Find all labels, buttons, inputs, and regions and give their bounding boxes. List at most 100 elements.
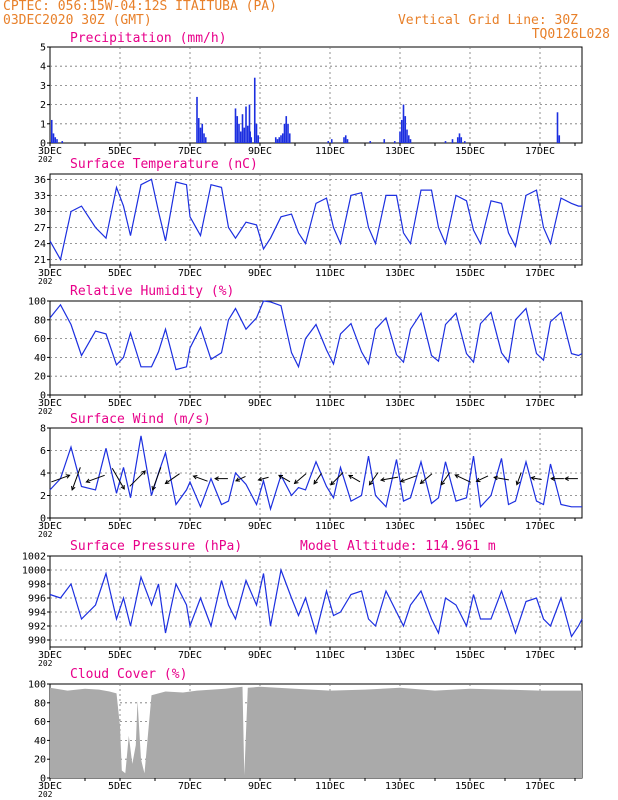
- precip-bar: [407, 135, 410, 143]
- x-tick-label: 3DEC: [38, 398, 62, 409]
- x-tick-label: 15DEC: [455, 398, 485, 409]
- x-tick-label: 11DEC: [315, 521, 345, 532]
- wind-arrowhead: [440, 480, 446, 486]
- precip-bar: [56, 139, 58, 143]
- series-line: [49, 435, 582, 512]
- precip-bar: [287, 123, 289, 143]
- precip-bar: [239, 131, 242, 143]
- y-tick-label: 8: [40, 424, 46, 435]
- precip-bar: [400, 119, 403, 143]
- y-tick-label: 21: [34, 255, 46, 266]
- header-location: CPTEC: 056:15W-04:12S ITAITUBA (PA): [3, 0, 277, 14]
- y-tick-label: 2: [40, 100, 46, 111]
- series-line: [49, 300, 583, 371]
- wind-arrowhead: [564, 476, 569, 481]
- x-tick-label: 15DEC: [455, 521, 485, 532]
- header-vertical-grid: Vertical Grid Line: 30Z: [397, 13, 578, 28]
- wind-arrow: [380, 476, 399, 481]
- y-tick-label: 36: [34, 175, 46, 186]
- x-tick-label: 15DEC: [455, 268, 485, 279]
- precip-bar: [248, 104, 251, 143]
- y-tick-label: 24: [34, 239, 46, 250]
- panel-frame: [49, 46, 583, 144]
- x-tick-label: 15DEC: [455, 650, 485, 661]
- panel-frame: [49, 173, 583, 266]
- precip-bar: [245, 106, 247, 143]
- cloud-cover-area: [50, 686, 582, 778]
- precip-bar: [399, 131, 401, 143]
- wind-arrowhead: [65, 474, 71, 479]
- panel-title: Precipitation (mm/h): [70, 31, 227, 46]
- wind-arrowhead: [330, 480, 335, 486]
- wind-arrowhead: [214, 476, 219, 481]
- x-tick-label: 13DEC: [385, 398, 415, 409]
- precip-bar: [458, 133, 461, 143]
- x-tick-label: 9DEC: [248, 650, 272, 661]
- wind-arrowhead: [151, 485, 156, 491]
- precip-bar: [250, 137, 253, 143]
- precip-bar: [556, 112, 559, 143]
- y-tick-label: 40: [34, 353, 46, 364]
- wind-arrow: [278, 475, 291, 483]
- panel-2: 21 24 27 30 33 36 3DEC 5DEC 7DEC 9DEC 11DEC 13DEC 15…: [34, 157, 583, 286]
- wind-arrowhead: [164, 479, 170, 485]
- wind-arrowhead: [293, 479, 299, 485]
- x-tick-label: 11DEC: [315, 146, 345, 157]
- precip-bar: [50, 119, 53, 143]
- panel-title: Surface Wind (m/s): [70, 412, 211, 427]
- precip-bar: [255, 123, 258, 143]
- y-tick-label: 5: [40, 43, 46, 54]
- y-tick-label: 30: [34, 207, 46, 218]
- y-tick-label: 27: [34, 223, 46, 234]
- x-year-label: 202: [38, 277, 53, 286]
- y-tick-label: 0: [40, 391, 46, 402]
- y-tick-label: 1002: [22, 552, 46, 563]
- x-tick-label: 7DEC: [178, 398, 202, 409]
- precip-bar: [201, 123, 204, 143]
- wind-arrowhead: [85, 478, 91, 484]
- wind-arrow: [313, 473, 322, 485]
- x-tick-label: 15DEC: [455, 781, 485, 792]
- panel-title: Relative Humidity (%): [70, 284, 234, 299]
- wind-arrow: [111, 467, 125, 490]
- precip-bar: [409, 139, 412, 143]
- wind-arrow: [51, 474, 70, 483]
- panel-frame: [49, 555, 583, 648]
- x-tick-label: 13DEC: [385, 521, 415, 532]
- precip-bar: [402, 104, 405, 143]
- panel-3: 0 20 40 60 80 100 3DEC 5DEC 7DEC 9DEC 11DEC 13DEC 15…: [28, 284, 583, 416]
- x-tick-label: 7DEC: [178, 650, 202, 661]
- precip-bar: [196, 96, 198, 143]
- precip-bar: [344, 135, 347, 143]
- precip-bar: [234, 108, 237, 143]
- wind-arrowhead: [257, 476, 263, 482]
- x-tick-label: 15DEC: [455, 146, 485, 157]
- x-tick-label: 5DEC: [108, 398, 132, 409]
- wind-arrow: [348, 475, 361, 483]
- precip-bar: [327, 141, 330, 143]
- x-tick-label: 7DEC: [178, 521, 202, 532]
- precip-bar: [276, 139, 279, 143]
- wind-arrowhead: [192, 474, 198, 480]
- x-tick-label: 7DEC: [178, 268, 202, 279]
- precip-bar: [330, 139, 333, 143]
- y-tick-label: 80: [34, 698, 46, 709]
- x-tick-label: 17DEC: [525, 268, 555, 279]
- wind-arrowhead: [419, 479, 425, 485]
- x-tick-label: 13DEC: [385, 146, 415, 157]
- wind-arrow: [494, 476, 509, 481]
- wind-arrow: [152, 467, 162, 491]
- wind-arrow: [531, 477, 542, 481]
- wind-arrowhead: [493, 475, 499, 481]
- y-tick-label: 100: [28, 680, 46, 691]
- x-tick-label: 5DEC: [108, 521, 132, 532]
- wind-arrow: [129, 470, 146, 487]
- y-tick-label: 4: [40, 62, 46, 73]
- x-tick-label: 9DEC: [248, 398, 272, 409]
- panel-4: 0 2 4 6 8 3DEC 5DEC 7DEC 9DEC 11DEC 13DEC 15DEC 17DE…: [38, 412, 583, 539]
- precip-bar: [280, 135, 282, 143]
- y-tick-label: 4: [40, 469, 46, 480]
- precip-bar: [346, 139, 349, 143]
- wind-arrow: [294, 473, 307, 484]
- precip-bar: [406, 129, 408, 143]
